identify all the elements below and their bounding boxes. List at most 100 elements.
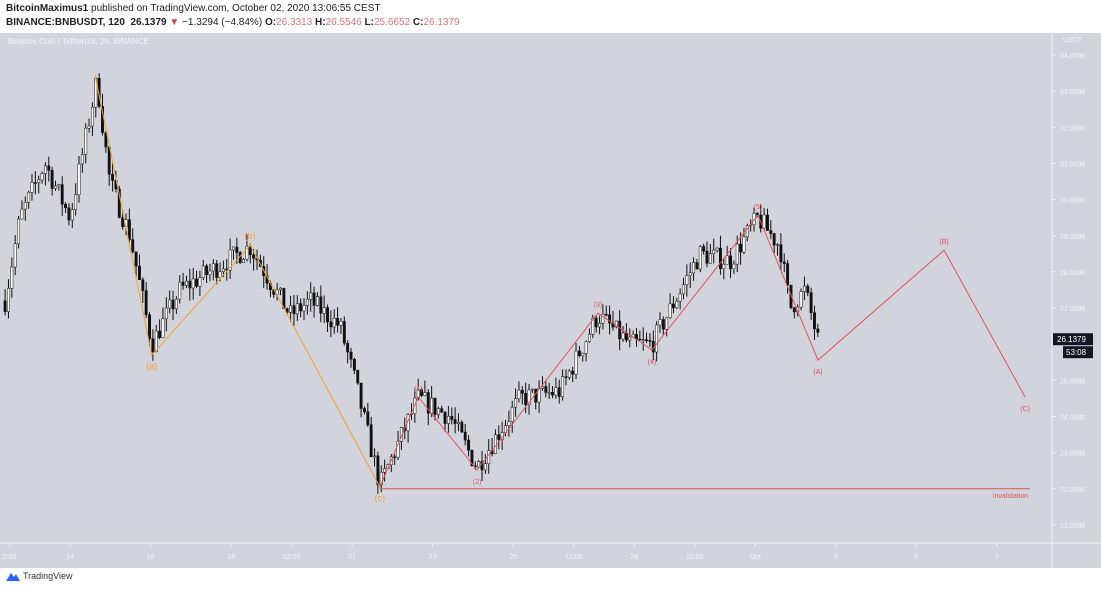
candle-up	[90, 106, 94, 127]
candle-up	[537, 387, 541, 403]
candle-down	[326, 307, 329, 323]
wave-label: (b)	[245, 231, 256, 241]
candle-down	[779, 244, 783, 263]
candle-down	[171, 299, 175, 310]
candle-up	[17, 218, 21, 244]
chart-background	[0, 33, 1101, 568]
candle-up	[457, 422, 460, 424]
tradingview-icon	[6, 573, 20, 581]
candle-up	[218, 271, 222, 278]
candle-up	[530, 388, 534, 391]
wave-line-impulse[interactable]	[379, 214, 1026, 488]
candle-down	[544, 386, 548, 393]
candle-down	[393, 456, 397, 459]
candle-up	[802, 285, 806, 292]
candle-down	[215, 263, 219, 278]
candle-down	[705, 250, 709, 264]
candle-up	[20, 208, 24, 220]
y-tick-label: 31.0000	[1060, 161, 1085, 168]
tradingview-logo[interactable]: TradingView	[6, 571, 73, 581]
candle-down	[342, 321, 346, 344]
candle-down	[369, 424, 373, 458]
candle-up	[685, 275, 689, 285]
candle-down	[718, 247, 722, 269]
low: 25.6652	[373, 17, 411, 28]
y-tick-label: 32.0000	[1060, 125, 1085, 132]
last-price-label: 26.1379	[1057, 335, 1086, 344]
price-chart[interactable]: Binance Coin / TetherUS, 2h, BINANCE USD…	[0, 33, 1101, 570]
last-price-badge	[1053, 333, 1093, 346]
candle-up	[74, 194, 78, 210]
candle-up	[77, 163, 81, 196]
candle-up	[174, 298, 178, 310]
candle-up	[302, 305, 306, 312]
candle-down	[188, 280, 192, 289]
candle-down	[608, 314, 612, 324]
wave-label: (3)	[594, 302, 603, 309]
candle-up	[692, 262, 696, 274]
candle-up	[87, 125, 91, 129]
candle-up	[396, 441, 400, 458]
candle-down	[252, 254, 256, 259]
candle-down	[766, 214, 769, 231]
publish-text: published on TradingView.com, October 02…	[91, 3, 381, 14]
candle-down	[205, 265, 209, 275]
x-tick-label: 12:00	[686, 554, 704, 561]
candle-down	[319, 296, 323, 314]
candle-up	[483, 463, 487, 471]
candle-down	[67, 207, 71, 221]
y-tick-label: 27.0000	[1060, 306, 1085, 313]
candle-down	[356, 369, 360, 384]
candle-up	[446, 416, 450, 424]
candle-down	[312, 292, 316, 306]
candle-down	[141, 279, 145, 291]
candle-down	[786, 263, 790, 286]
candle-down	[346, 342, 350, 353]
candle-down	[772, 233, 776, 246]
candle-down	[648, 340, 652, 342]
candle-down	[299, 303, 303, 312]
candle-up	[191, 278, 195, 289]
candle-down	[739, 243, 743, 253]
wave-label: (1)	[414, 386, 423, 393]
candle-up	[601, 313, 605, 324]
candle-down	[443, 411, 447, 424]
close: 26.1379	[423, 17, 460, 28]
candle-up	[567, 370, 571, 378]
wave-line-abc[interactable]	[94, 74, 381, 488]
candle-up	[57, 184, 61, 187]
candle-down	[450, 416, 454, 420]
candle-up	[665, 317, 669, 330]
x-tick-label: 25	[509, 554, 517, 561]
candle-down	[138, 265, 141, 280]
wave-label: (4)	[648, 359, 657, 366]
x-tick-label: 21	[348, 554, 356, 561]
candle-up	[477, 461, 481, 468]
candle-up	[30, 182, 34, 193]
y-tick-label: 23.0000	[1060, 451, 1085, 458]
candle-up	[675, 301, 679, 309]
x-tick-label: 2:00	[3, 554, 17, 561]
x-tick-label: 28	[630, 554, 638, 561]
high-label: H:	[314, 17, 326, 28]
candle-up	[242, 258, 246, 264]
candle-down	[117, 188, 121, 218]
candle-up	[799, 291, 803, 308]
candle-up	[289, 305, 293, 313]
candle-down	[460, 422, 464, 433]
candle-up	[658, 319, 662, 326]
candle-up	[37, 179, 41, 184]
candle-up	[722, 264, 726, 269]
candle-up	[735, 243, 739, 265]
candle-up	[507, 421, 511, 426]
candle-down	[433, 397, 437, 415]
candle-down	[285, 308, 289, 313]
publish-info: BitcoinMaximus1 published on TradingView…	[6, 3, 380, 14]
author[interactable]: BitcoinMaximus1	[6, 3, 89, 14]
candle-down	[376, 455, 380, 486]
candle-down	[594, 317, 598, 328]
candle-up	[383, 468, 387, 473]
candle-up	[198, 277, 202, 287]
candle-down	[349, 351, 353, 360]
candle-up	[591, 317, 595, 335]
